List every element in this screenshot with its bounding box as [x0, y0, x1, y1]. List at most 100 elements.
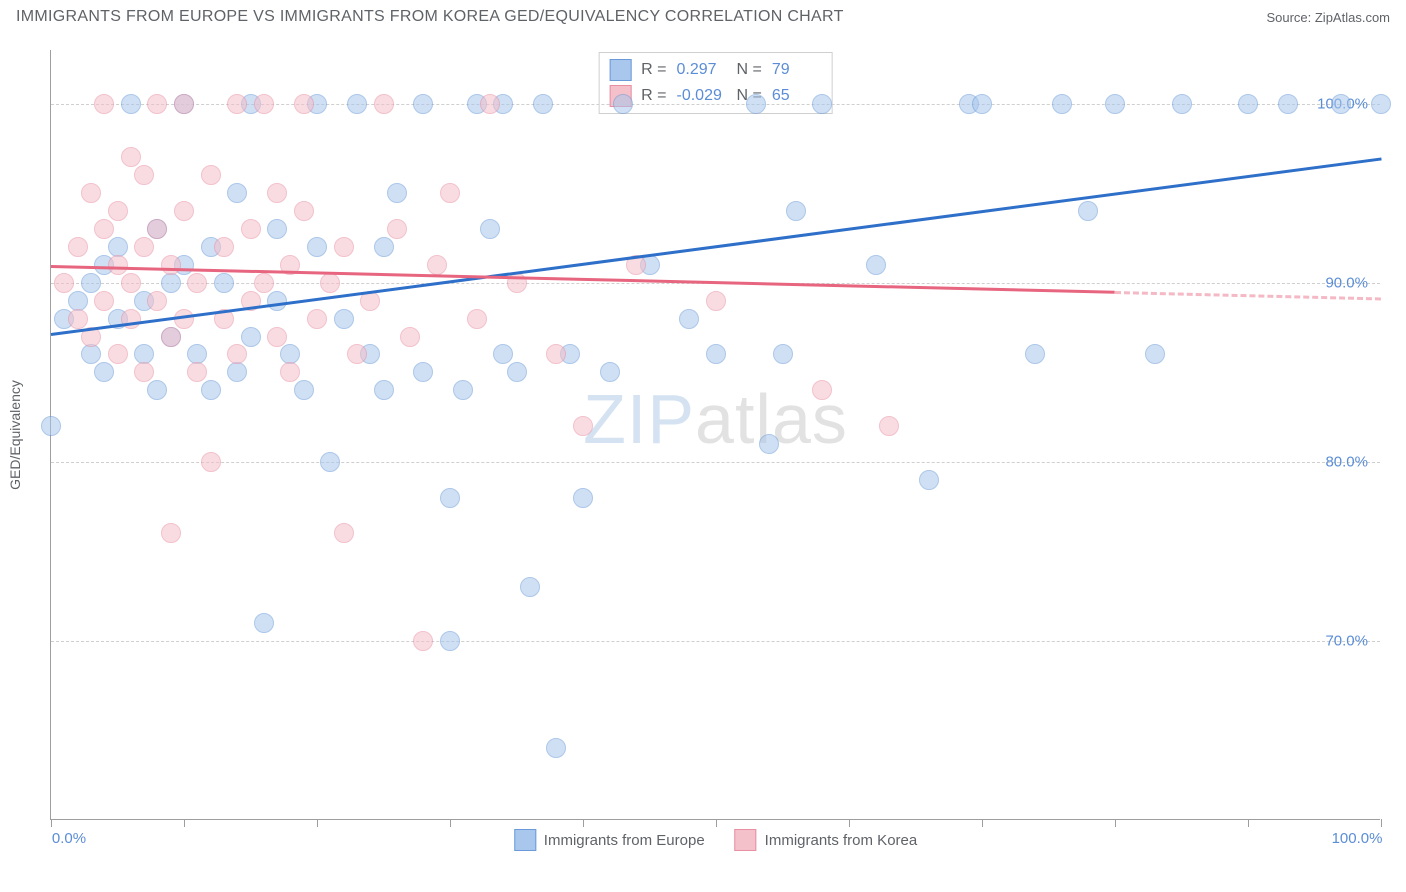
- scatter-point: [1078, 201, 1098, 221]
- scatter-point: [147, 94, 167, 114]
- scatter-point: [81, 183, 101, 203]
- scatter-point: [812, 380, 832, 400]
- x-tick: [317, 819, 318, 827]
- scatter-point: [81, 344, 101, 364]
- y-axis-label: GED/Equivalency: [7, 380, 23, 490]
- scatter-point: [134, 362, 154, 382]
- scatter-point: [267, 183, 287, 203]
- grid-line: [51, 641, 1380, 642]
- scatter-point: [347, 344, 367, 364]
- scatter-plot: GED/Equivalency ZIPatlas R =0.297N =79R …: [50, 50, 1380, 820]
- scatter-point: [294, 201, 314, 221]
- scatter-point: [294, 94, 314, 114]
- scatter-point: [187, 273, 207, 293]
- scatter-point: [533, 94, 553, 114]
- scatter-point: [227, 183, 247, 203]
- scatter-point: [187, 362, 207, 382]
- scatter-point: [786, 201, 806, 221]
- legend-item: Immigrants from Europe: [514, 829, 705, 851]
- scatter-point: [706, 291, 726, 311]
- scatter-point: [679, 309, 699, 329]
- scatter-point: [520, 577, 540, 597]
- scatter-point: [81, 273, 101, 293]
- legend-swatch: [514, 829, 536, 851]
- scatter-point: [307, 237, 327, 257]
- scatter-point: [161, 273, 181, 293]
- scatter-point: [440, 488, 460, 508]
- legend-stat-row: R =-0.029N =65: [609, 83, 822, 109]
- scatter-point: [1025, 344, 1045, 364]
- scatter-point: [480, 94, 500, 114]
- scatter-point: [919, 470, 939, 490]
- grid-line: [51, 462, 1380, 463]
- scatter-point: [121, 94, 141, 114]
- scatter-point: [68, 309, 88, 329]
- scatter-point: [241, 327, 261, 347]
- scatter-point: [267, 219, 287, 239]
- r-label: R =: [641, 87, 666, 105]
- scatter-point: [201, 380, 221, 400]
- x-tick: [1381, 819, 1382, 827]
- scatter-point: [214, 273, 234, 293]
- trend-line: [51, 265, 1115, 294]
- scatter-point: [214, 237, 234, 257]
- scatter-point: [413, 94, 433, 114]
- scatter-point: [866, 255, 886, 275]
- scatter-point: [108, 255, 128, 275]
- scatter-point: [1278, 94, 1298, 114]
- scatter-point: [467, 309, 487, 329]
- scatter-point: [227, 362, 247, 382]
- scatter-point: [374, 94, 394, 114]
- scatter-point: [400, 327, 420, 347]
- scatter-point: [94, 219, 114, 239]
- y-tick-label: 90.0%: [1325, 274, 1368, 291]
- scatter-point: [280, 362, 300, 382]
- scatter-point: [320, 452, 340, 472]
- watermark: ZIPatlas: [583, 379, 848, 459]
- r-label: R =: [641, 61, 666, 79]
- x-tick: [51, 819, 52, 827]
- x-tick: [583, 819, 584, 827]
- scatter-point: [320, 273, 340, 293]
- scatter-point: [161, 255, 181, 275]
- scatter-point: [573, 488, 593, 508]
- scatter-point: [147, 380, 167, 400]
- trend-line: [1115, 291, 1381, 300]
- x-tick: [184, 819, 185, 827]
- scatter-point: [108, 344, 128, 364]
- scatter-point: [161, 327, 181, 347]
- scatter-point: [201, 165, 221, 185]
- legend-item: Immigrants from Korea: [735, 829, 918, 851]
- scatter-point: [227, 344, 247, 364]
- scatter-point: [812, 94, 832, 114]
- scatter-point: [267, 291, 287, 311]
- scatter-point: [507, 362, 527, 382]
- scatter-point: [294, 380, 314, 400]
- scatter-point: [1172, 94, 1192, 114]
- scatter-point: [68, 237, 88, 257]
- legend-swatch: [609, 59, 631, 81]
- scatter-point: [413, 631, 433, 651]
- legend-stat-row: R =0.297N =79: [609, 57, 822, 83]
- scatter-point: [1331, 94, 1351, 114]
- y-tick-label: 70.0%: [1325, 632, 1368, 649]
- scatter-point: [134, 165, 154, 185]
- x-tick: [982, 819, 983, 827]
- legend-series-name: Immigrants from Europe: [544, 832, 705, 849]
- x-tick: [450, 819, 451, 827]
- series-legend: Immigrants from Europe Immigrants from Ko…: [514, 829, 917, 851]
- scatter-point: [374, 380, 394, 400]
- scatter-point: [94, 94, 114, 114]
- scatter-point: [746, 94, 766, 114]
- scatter-point: [387, 219, 407, 239]
- scatter-point: [147, 291, 167, 311]
- scatter-point: [254, 94, 274, 114]
- scatter-point: [94, 362, 114, 382]
- scatter-point: [1105, 94, 1125, 114]
- scatter-point: [972, 94, 992, 114]
- scatter-point: [334, 523, 354, 543]
- scatter-point: [374, 237, 394, 257]
- x-tick: [1248, 819, 1249, 827]
- scatter-point: [613, 94, 633, 114]
- scatter-point: [334, 237, 354, 257]
